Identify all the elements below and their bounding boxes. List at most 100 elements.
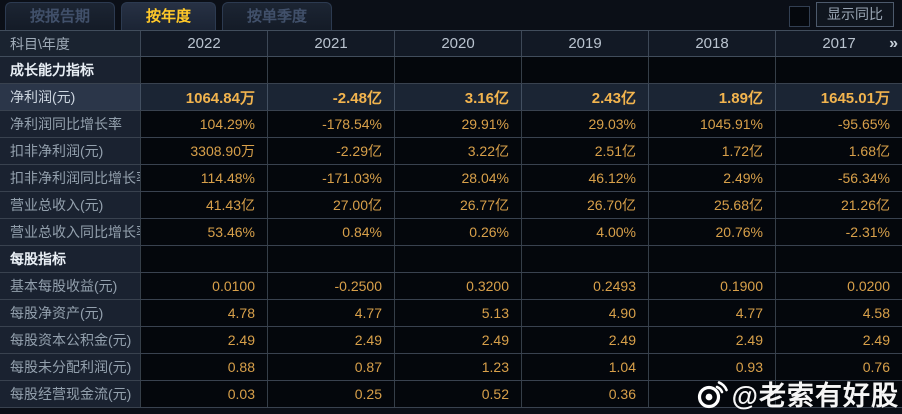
tab-annual[interactable]: 按年度 bbox=[121, 2, 217, 30]
value-cell bbox=[140, 57, 267, 83]
value-cell: 0.0100 bbox=[140, 273, 267, 299]
value-cell bbox=[648, 381, 775, 407]
table-row: 净利润同比增长率 104.29% -178.54% 29.91% 29.03% 1045.… bbox=[0, 111, 902, 138]
value-cell: 0.03 bbox=[140, 381, 267, 407]
section-row: 成长能力指标 bbox=[0, 57, 902, 84]
value-cell: 1645.01万 bbox=[775, 84, 902, 110]
financials-table: 科目\年度 2022 2021 2020 2019 2018 2017» 成长能力指标 净利… bbox=[0, 30, 902, 408]
section-row: 每股指标 bbox=[0, 246, 902, 273]
table-row: 营业总收入同比增长率 53.46% 0.84% 0.26% 4.00% 20.76% -2.… bbox=[0, 219, 902, 246]
value-cell: 25.68亿 bbox=[648, 192, 775, 218]
row-label: 成长能力指标 bbox=[0, 57, 140, 83]
value-cell bbox=[521, 57, 648, 83]
value-cell: 0.84% bbox=[267, 219, 394, 245]
value-cell: 0.25 bbox=[267, 381, 394, 407]
table-row: 净利润(元) 1064.84万 -2.48亿 3.16亿 2.43亿 1.89亿 1645.… bbox=[0, 84, 902, 111]
value-cell: 2.49 bbox=[267, 327, 394, 353]
row-label: 净利润(元) bbox=[0, 84, 140, 110]
value-cell: 4.77 bbox=[648, 300, 775, 326]
value-cell: 0.93 bbox=[648, 354, 775, 380]
row-label: 每股指标 bbox=[0, 246, 140, 272]
row-label: 基本每股收益(元) bbox=[0, 273, 140, 299]
value-cell bbox=[267, 246, 394, 272]
tab-single-quarter[interactable]: 按单季度 bbox=[222, 2, 333, 30]
row-label: 扣非净利润(元) bbox=[0, 138, 140, 164]
value-cell bbox=[648, 57, 775, 83]
row-label: 营业总收入(元) bbox=[0, 192, 140, 218]
value-cell: 20.76% bbox=[648, 219, 775, 245]
value-cell: -2.48亿 bbox=[267, 84, 394, 110]
table-row: 扣非净利润同比增长率 114.48% -171.03% 28.04% 46.12% 2.4… bbox=[0, 165, 902, 192]
value-cell: 4.58 bbox=[775, 300, 902, 326]
row-label: 每股净资产(元) bbox=[0, 300, 140, 326]
value-cell: 2.49 bbox=[775, 327, 902, 353]
value-cell: 28.04% bbox=[394, 165, 521, 191]
value-cell: 0.36 bbox=[521, 381, 648, 407]
value-cell bbox=[521, 246, 648, 272]
value-cell: 46.12% bbox=[521, 165, 648, 191]
year-column-header-2019: 2019 bbox=[521, 31, 648, 56]
row-label: 净利润同比增长率 bbox=[0, 111, 140, 137]
value-cell: 0.87 bbox=[267, 354, 394, 380]
value-cell: 1.89亿 bbox=[648, 84, 775, 110]
value-cell: 4.78 bbox=[140, 300, 267, 326]
period-tabbar: 按报告期 按年度 按单季度 显示同比 bbox=[0, 0, 902, 30]
value-cell: 0.3200 bbox=[394, 273, 521, 299]
value-cell: 1064.84万 bbox=[140, 84, 267, 110]
value-cell: 0.1900 bbox=[648, 273, 775, 299]
table-row: 基本每股收益(元) 0.0100 -0.2500 0.3200 0.2493 0.1900… bbox=[0, 273, 902, 300]
year-column-header-2018: 2018 bbox=[648, 31, 775, 56]
show-yoy-button[interactable]: 显示同比 bbox=[816, 2, 894, 27]
row-label: 每股资本公积金(元) bbox=[0, 327, 140, 353]
value-cell: -95.65% bbox=[775, 111, 902, 137]
value-cell: 4.90 bbox=[521, 300, 648, 326]
year-column-header-2021: 2021 bbox=[267, 31, 394, 56]
table-body: 成长能力指标 净利润(元) 1064.84万 -2.48亿 3.16亿 2.43亿 1.89… bbox=[0, 57, 902, 408]
table-row: 每股未分配利润(元) 0.88 0.87 1.23 1.04 0.93 0.76 bbox=[0, 354, 902, 381]
value-cell: 1.68亿 bbox=[775, 138, 902, 164]
value-cell bbox=[140, 246, 267, 272]
value-cell: 53.46% bbox=[140, 219, 267, 245]
value-cell bbox=[648, 246, 775, 272]
value-cell: 0.88 bbox=[140, 354, 267, 380]
value-cell: 1.23 bbox=[394, 354, 521, 380]
value-cell: 0.0200 bbox=[775, 273, 902, 299]
tab-report-period[interactable]: 按报告期 bbox=[5, 2, 116, 30]
value-cell: 2.49 bbox=[648, 327, 775, 353]
value-cell: 26.70亿 bbox=[521, 192, 648, 218]
table-header-row: 科目\年度 2022 2021 2020 2019 2018 2017» bbox=[0, 30, 902, 57]
value-cell: -2.29亿 bbox=[267, 138, 394, 164]
row-label: 扣非净利润同比增长率 bbox=[0, 165, 140, 191]
value-cell: 0.76 bbox=[775, 354, 902, 380]
show-yoy-checkbox[interactable] bbox=[789, 6, 810, 27]
table-row: 每股资本公积金(元) 2.49 2.49 2.49 2.49 2.49 2.49 bbox=[0, 327, 902, 354]
value-cell: 1.72亿 bbox=[648, 138, 775, 164]
year-column-header-2020: 2020 bbox=[394, 31, 521, 56]
value-cell: 3.22亿 bbox=[394, 138, 521, 164]
value-cell bbox=[394, 57, 521, 83]
value-cell bbox=[775, 381, 902, 407]
year-column-header-2022: 2022 bbox=[140, 31, 267, 56]
value-cell: 2.49% bbox=[648, 165, 775, 191]
value-cell: 27.00亿 bbox=[267, 192, 394, 218]
value-cell: 1.04 bbox=[521, 354, 648, 380]
value-cell: 4.77 bbox=[267, 300, 394, 326]
value-cell: 2.49 bbox=[394, 327, 521, 353]
value-cell bbox=[775, 57, 902, 83]
row-label: 营业总收入同比增长率 bbox=[0, 219, 140, 245]
value-cell: 114.48% bbox=[140, 165, 267, 191]
table-row: 每股净资产(元) 4.78 4.77 5.13 4.90 4.77 4.58 bbox=[0, 300, 902, 327]
value-cell: -171.03% bbox=[267, 165, 394, 191]
value-cell: 0.2493 bbox=[521, 273, 648, 299]
row-label: 每股经营现金流(元) bbox=[0, 381, 140, 407]
year-column-header-2017: 2017 bbox=[775, 31, 902, 56]
value-cell: 29.03% bbox=[521, 111, 648, 137]
value-cell: 4.00% bbox=[521, 219, 648, 245]
value-cell: 1045.91% bbox=[648, 111, 775, 137]
value-cell: 41.43亿 bbox=[140, 192, 267, 218]
value-cell bbox=[267, 57, 394, 83]
value-cell: 2.49 bbox=[521, 327, 648, 353]
more-years-icon[interactable]: » bbox=[889, 34, 898, 52]
corner-label: 科目\年度 bbox=[0, 31, 140, 56]
